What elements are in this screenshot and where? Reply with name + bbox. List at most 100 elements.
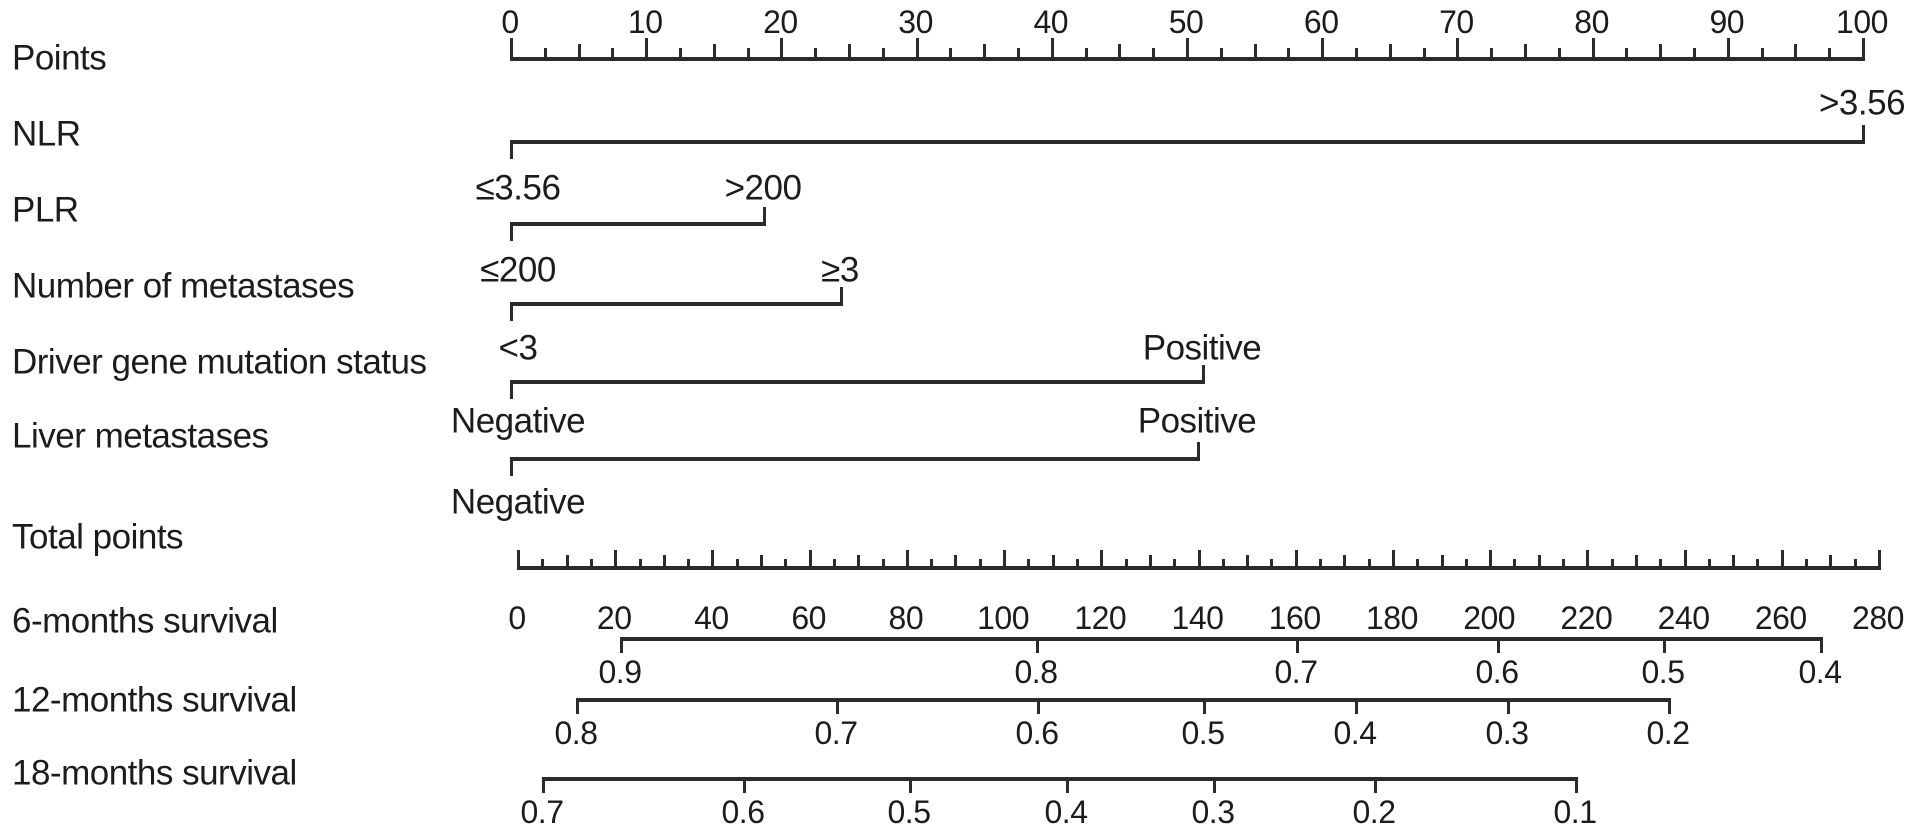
survival-18-tick <box>542 777 545 793</box>
liver-high-label: Positive <box>1137 401 1257 441</box>
total-points-tick <box>930 559 934 570</box>
driver-gene-low-label: Negative <box>450 401 586 441</box>
total-points-tick-label: 240 <box>1657 600 1710 636</box>
metastases-line <box>510 302 843 306</box>
points-tick <box>645 38 649 61</box>
points-tick-label: 80 <box>1574 4 1609 40</box>
total-points-tick <box>1270 559 1274 570</box>
total-points-tick <box>1878 550 1881 570</box>
row-label-survival-18: 18-months survival <box>12 753 297 793</box>
total-points-tick <box>517 550 520 570</box>
total-points-tick-label: 100 <box>977 600 1030 636</box>
points-tick-label: 10 <box>627 4 663 40</box>
survival-6-line <box>620 637 1823 641</box>
total-points-tick <box>1294 550 1298 570</box>
points-tick-label: 100 <box>1836 4 1888 40</box>
total-points-tick <box>1124 559 1128 570</box>
plr-high-label: >200 <box>724 168 802 208</box>
points-tick <box>814 48 818 61</box>
survival-18-tick <box>1575 777 1578 793</box>
survival-12-line <box>576 698 1671 702</box>
points-tick <box>1118 44 1122 61</box>
plr-end-tick <box>763 207 766 226</box>
total-points-tick-label: 120 <box>1074 600 1127 636</box>
liver-start-tick <box>510 457 513 476</box>
survival-12-tick <box>576 698 579 714</box>
total-points-tick <box>711 550 715 570</box>
metastases-end-tick <box>840 287 843 306</box>
points-tick-label: 0 <box>501 4 519 40</box>
total-points-tick <box>662 555 666 570</box>
total-points-tick <box>1683 550 1687 570</box>
metastases-low-label: <3 <box>498 328 538 368</box>
survival-12-tick-label: 0.2 <box>1646 715 1690 751</box>
survival-18-tick <box>1213 777 1216 793</box>
survival-18-tick-label: 0.6 <box>721 794 765 830</box>
points-tick <box>983 44 987 61</box>
survival-6-tick <box>1663 637 1666 653</box>
total-points-tick <box>1343 555 1347 570</box>
total-points-tick <box>808 550 812 570</box>
total-points-tick <box>905 550 909 570</box>
row-label-survival-12: 12-months survival <box>12 680 297 720</box>
total-points-tick <box>954 555 958 570</box>
survival-6-tick-label: 0.5 <box>1641 654 1685 690</box>
total-points-tick-label: 20 <box>596 600 632 636</box>
row-label-liver: Liver metastases <box>12 416 269 456</box>
row-label-nlr: NLR <box>12 114 81 154</box>
survival-18-tick-label: 0.7 <box>520 794 564 830</box>
survival-12-tick-label: 0.4 <box>1333 715 1377 751</box>
points-tick-label: 90 <box>1709 4 1745 40</box>
points-tick-label: 20 <box>763 4 798 40</box>
points-tick <box>780 38 784 61</box>
nlr-start-tick <box>510 140 513 159</box>
row-label-driver-gene: Driver gene mutation status <box>12 342 427 382</box>
driver-gene-high-label: Positive <box>1142 328 1262 368</box>
survival-18-tick-label: 0.5 <box>887 794 931 830</box>
points-tick-label: 60 <box>1303 4 1339 40</box>
total-points-tick <box>784 559 788 570</box>
total-points-tick <box>589 559 593 570</box>
nlr-high-label: >3.56 <box>1818 83 1906 123</box>
survival-6-tick-label: 0.8 <box>1014 654 1058 690</box>
points-tick <box>712 44 716 61</box>
plr-start-tick <box>510 222 513 241</box>
points-tick <box>1219 48 1223 61</box>
total-points-tick <box>1659 559 1663 570</box>
total-points-tick <box>1610 559 1614 570</box>
total-points-tick <box>832 559 836 570</box>
plr-low-label: ≤200 <box>480 250 556 290</box>
total-points-tick <box>1319 559 1323 570</box>
survival-6-tick <box>1497 637 1500 653</box>
row-label-metastases: Number of metastases <box>12 266 355 306</box>
points-tick <box>949 48 953 61</box>
points-tick <box>1084 48 1088 61</box>
points-tick <box>543 48 547 61</box>
survival-18-tick-label: 0.2 <box>1352 794 1396 830</box>
total-points-tick <box>735 559 739 570</box>
metastases-start-tick <box>510 302 513 321</box>
survival-6-tick <box>1820 637 1823 653</box>
total-points-tick-label: 220 <box>1560 600 1613 636</box>
total-points-tick <box>565 555 569 570</box>
row-label-plr: PLR <box>12 190 79 230</box>
points-tick <box>1591 38 1595 61</box>
total-points-tick <box>1562 559 1566 570</box>
total-points-tick <box>1075 559 1079 570</box>
points-tick-label: 70 <box>1439 4 1474 40</box>
points-tick <box>1726 38 1730 61</box>
total-points-tick-label: 0 <box>508 600 526 636</box>
nlr-low-label: ≤3.56 <box>475 168 561 208</box>
points-tick <box>1862 38 1865 61</box>
survival-12-tick-label: 0.6 <box>1015 715 1059 751</box>
total-points-tick <box>1100 550 1104 570</box>
survival-12-tick <box>1668 698 1671 714</box>
total-points-tick <box>1416 559 1420 570</box>
total-points-tick <box>760 555 764 570</box>
points-tick <box>1557 48 1561 61</box>
survival-18-tick <box>1066 777 1069 793</box>
points-tick <box>1659 44 1663 61</box>
total-points-tick <box>541 559 545 570</box>
survival-12-tick <box>1355 698 1358 714</box>
total-points-tick <box>1440 555 1444 570</box>
